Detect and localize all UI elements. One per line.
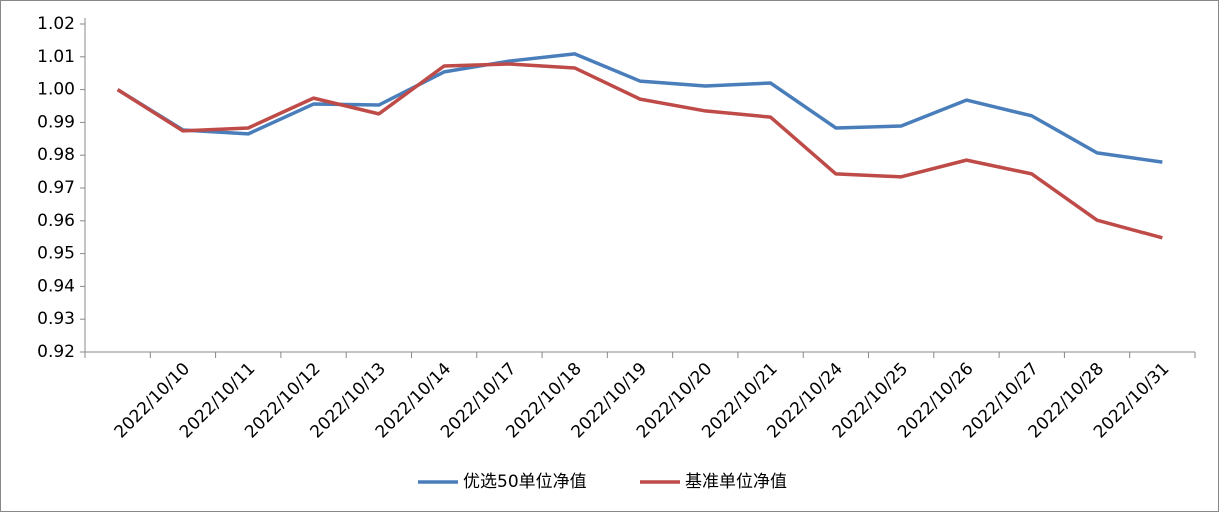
y-tick-label: 0.96: [37, 211, 75, 231]
y-tick-label: 0.99: [37, 112, 75, 132]
y-tick-label: 1.02: [37, 14, 75, 34]
y-tick-label: 0.95: [37, 244, 75, 264]
y-tick-label: 0.94: [37, 276, 75, 296]
legend-label: 基准单位净值: [685, 472, 787, 492]
y-tick-label: 0.98: [37, 145, 75, 165]
y-tick-label: 1.01: [37, 47, 75, 67]
legend-label: 优选50单位净值: [463, 472, 587, 492]
y-tick-label: 0.93: [37, 309, 75, 329]
y-tick-label: 1.00: [37, 80, 75, 100]
y-tick-label: 0.92: [37, 342, 75, 362]
series-line: [116, 52, 1163, 164]
y-tick-label: 0.97: [37, 178, 75, 198]
series-line: [116, 62, 1163, 240]
